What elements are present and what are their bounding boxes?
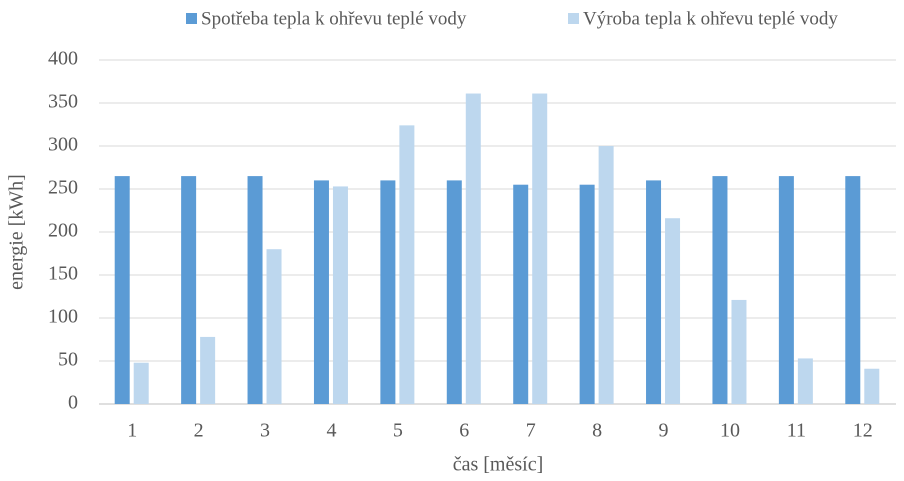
bar [266, 249, 282, 404]
bar [114, 176, 130, 404]
bar [598, 146, 614, 404]
bar [465, 93, 481, 404]
legend-swatch [568, 13, 579, 24]
legend: Spotřeba tepla k ohřevu teplé vody Výroba… [186, 8, 838, 29]
x-tick-label: 7 [526, 420, 536, 442]
x-tick-label: 12 [853, 420, 873, 442]
y-tick-label: 300 [48, 134, 78, 156]
bar [646, 180, 662, 404]
legend-label: Spotřeba tepla k ohřevu teplé vody [201, 8, 467, 29]
x-tick-label: 1 [127, 420, 137, 442]
x-tick-label: 3 [260, 420, 270, 442]
bar [845, 176, 861, 404]
bar [200, 336, 216, 404]
x-tick-label: 5 [393, 420, 403, 442]
y-tick-label: 150 [48, 263, 78, 285]
y-tick-label: 200 [48, 220, 78, 242]
y-tick-label: 100 [48, 306, 78, 328]
bar [313, 180, 329, 404]
x-tick-label: 4 [326, 420, 336, 442]
bar [532, 93, 548, 404]
bar [864, 368, 880, 404]
bar [778, 176, 794, 404]
bar [797, 358, 813, 404]
bar [399, 125, 415, 405]
bar [579, 184, 595, 404]
x-tick-label: 9 [659, 420, 669, 442]
bar [133, 362, 149, 404]
y-tick-label: 400 [48, 48, 78, 70]
bar [665, 218, 681, 404]
bar [513, 184, 529, 404]
x-tick-label: 10 [720, 420, 740, 442]
y-tick-label: 50 [58, 349, 78, 371]
bar [181, 176, 197, 404]
legend-label: Výroba tepla k ohřevu teplé vody [583, 8, 838, 29]
x-tick-label: 2 [194, 420, 204, 442]
bar [712, 176, 728, 404]
bar [332, 186, 348, 404]
x-tick-label: 6 [459, 420, 469, 442]
y-axis-label: energie [kWh] [6, 174, 28, 290]
bar [380, 180, 396, 404]
bar [247, 176, 263, 404]
y-tick-label: 350 [48, 91, 78, 113]
y-tick-label: 250 [48, 177, 78, 199]
bar [446, 180, 462, 404]
bar [731, 299, 747, 404]
x-tick-label: 8 [592, 420, 602, 442]
y-tick-label: 0 [68, 392, 78, 414]
x-axis-label: čas [měsíc] [453, 454, 544, 476]
legend-swatch [186, 13, 197, 24]
x-tick-label: 11 [787, 420, 806, 442]
